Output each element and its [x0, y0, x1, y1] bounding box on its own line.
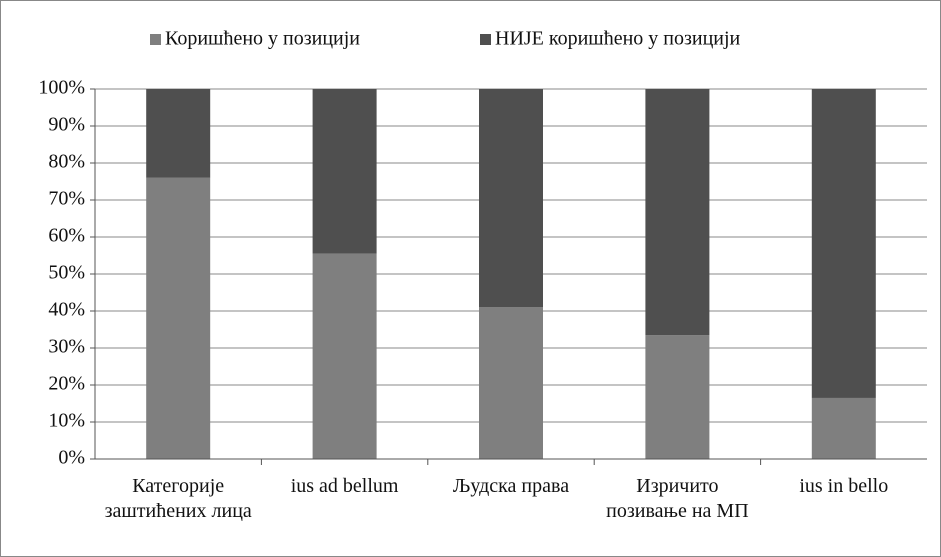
y-tick-label: 50%	[48, 262, 85, 284]
y-tick-label: 20%	[48, 373, 85, 395]
bar-segment	[479, 307, 543, 459]
bar-segment	[811, 89, 876, 398]
y-tick-label: 100%	[38, 77, 85, 99]
y-tick-label: 60%	[48, 225, 85, 247]
y-tick-label: 0%	[58, 447, 85, 469]
x-tick-label: ius ad bellum	[291, 475, 399, 497]
x-tick-label: Изричито позивање на МП	[606, 475, 749, 522]
bar-segment	[479, 89, 543, 308]
y-tick-label: 10%	[48, 410, 85, 432]
y-tick-label: 30%	[48, 336, 85, 358]
bar-segment	[645, 89, 710, 336]
bar-segment	[312, 253, 377, 459]
bar-segment	[146, 177, 211, 460]
bar-segment	[645, 335, 710, 459]
y-tick-label: 90%	[48, 114, 85, 136]
bar-segment	[312, 89, 377, 254]
legend-swatch	[480, 34, 491, 45]
bar-segment	[811, 397, 876, 459]
legend-swatch	[150, 34, 161, 45]
x-tick-label: Људска права	[453, 475, 569, 497]
legend-label: НИЈЕ коришћено у позицији	[495, 28, 741, 50]
y-tick-label: 70%	[48, 188, 85, 210]
y-tick-label: 40%	[48, 299, 85, 321]
x-tick-label: Категорије заштићених лица	[105, 475, 252, 522]
legend-label: Коришћено у позицији	[165, 28, 360, 50]
y-tick-label: 80%	[48, 151, 85, 173]
x-tick-label: ius in bello	[799, 475, 888, 497]
bar-segment	[146, 89, 211, 178]
